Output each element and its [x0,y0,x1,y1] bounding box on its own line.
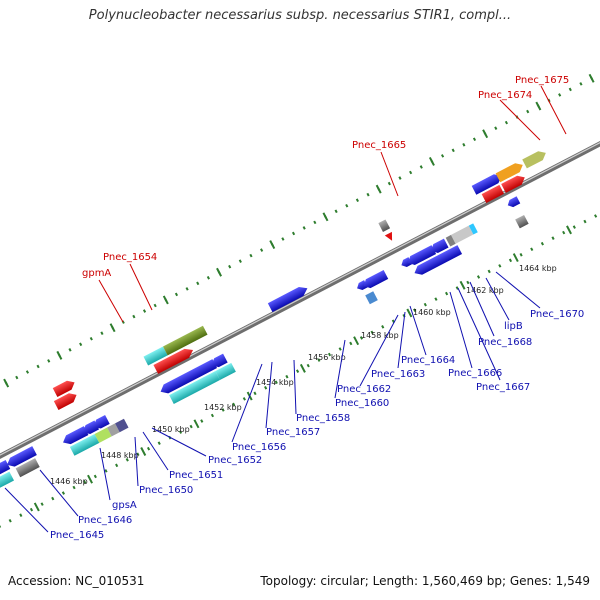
gene-label[interactable]: Pnec_1664 [401,355,455,366]
blue-leaders [4,271,541,533]
gene-label[interactable]: Pnec_1645 [50,530,104,541]
gene-forward[interactable] [53,390,79,410]
gene-label[interactable]: Pnec_1646 [78,515,132,526]
tick-label: 1446 kbp [50,477,88,486]
genome-backbone [0,76,600,524]
gene-pnec1665[interactable] [378,219,391,233]
gene-label[interactable]: Pnec_1668 [478,337,532,348]
genome-map[interactable]: 1446 kbp 1448 kbp 1450 kbp 1452 kbp 1454… [0,0,600,570]
tick-label: 1454 kbp [256,378,294,387]
gene-label[interactable]: Pnec_1652 [208,455,262,466]
gene-forward[interactable] [501,173,527,193]
gene-reverse[interactable] [61,426,89,447]
tick-label: 1450 kbp [152,425,190,434]
gene-pnec1656[interactable] [169,371,220,405]
gene-pnec1668[interactable] [412,245,463,277]
gene-pnec1652[interactable] [115,418,129,433]
gene-label[interactable]: Pnec_1651 [169,470,223,481]
gene-pnec1651[interactable] [107,423,120,437]
gene-pnec1650[interactable] [94,427,112,443]
tick-label: 1462 kbp [466,286,504,295]
tick-label: 1460 kbp [413,308,451,317]
gene-reverse[interactable] [515,214,529,229]
gene-pnec1645[interactable] [0,471,15,494]
labels-above: gpmA Pnec_1654 Pnec_1665 Pnec_1674 Pnec_… [82,75,569,279]
gene-forward[interactable] [522,148,548,169]
gene-label[interactable]: Pnec_1660 [335,398,389,409]
gene-reverse[interactable] [506,196,521,209]
labels-below: Pnec_1645 Pnec_1646 gpsA Pnec_1650 Pnec_… [50,309,584,541]
gene-reverse[interactable] [158,359,218,396]
gene-label[interactable]: Pnec_1670 [530,309,584,320]
map-band [0,19,600,570]
gene-reverse[interactable] [0,460,11,481]
coordinate-ticks: 1446 kbp 1448 kbp 1450 kbp 1452 kbp 1454… [50,264,557,486]
gene-label[interactable]: gpsA [112,500,137,511]
tick-label: 1456 kbp [308,353,346,362]
gene-label[interactable]: Pnec_1658 [296,413,350,424]
genome-summary: Topology: circular; Length: 1,560,469 bp… [260,574,590,588]
red-leaders [98,85,567,323]
gene-reverse[interactable] [406,245,437,267]
gene-label[interactable]: Pnec_1675 [515,75,569,86]
gene-forward[interactable] [267,284,310,313]
gene-label[interactable]: Pnec_1667 [476,382,530,393]
gene-reverse[interactable] [445,234,456,247]
gene-pnec1657[interactable] [215,362,236,381]
gene-label[interactable]: Pnec_1663 [371,369,425,380]
gene-reverse[interactable] [91,414,110,431]
accession-label: Accession: NC_010531 [8,574,145,588]
gene-pnec1662[interactable] [365,291,378,305]
forward-genes[interactable] [48,136,553,422]
gene-reverse[interactable] [429,238,449,256]
gene-gpsA[interactable] [69,433,100,456]
gene-forward[interactable] [153,346,195,374]
gene-reverse[interactable] [451,225,474,244]
tick-label: 1452 kbp [204,403,242,412]
gene-reverse[interactable] [468,223,478,235]
outer-dots-bottom [0,132,600,570]
gene-label[interactable]: lipB [504,321,523,332]
gene-label[interactable]: Pnec_1674 [478,90,532,101]
gene-pnec1646[interactable] [15,458,40,478]
tick-label: 1464 kbp [519,264,557,273]
gene-label[interactable]: Pnec_1657 [266,427,320,438]
gene-forward[interactable] [52,378,77,397]
gene-pnec1674[interactable] [471,172,504,195]
gene-reverse[interactable] [209,353,228,370]
map-title: Polynucleobacter necessarius subsp. nece… [88,8,512,23]
gene-reverse[interactable] [5,446,37,469]
gene-gpmA[interactable] [143,346,168,366]
gene-label[interactable]: Pnec_1650 [139,485,193,496]
gene-label[interactable]: gpmA [82,268,111,279]
gene-forward[interactable] [481,184,505,204]
gene-forward[interactable] [384,231,396,243]
gene-label[interactable]: Pnec_1654 [103,252,157,263]
gene-label[interactable]: Pnec_1666 [448,368,502,379]
gene-pnec1675[interactable] [495,160,525,183]
tick-label: 1448 kbp [101,451,139,460]
tick-label: 1458 kbp [361,331,399,340]
gene-label[interactable]: Pnec_1662 [337,384,391,395]
reverse-genes[interactable] [0,195,530,503]
gene-label[interactable]: Pnec_1665 [352,140,406,151]
gene-pnec1654[interactable] [162,325,208,356]
major-ticks-bottom [0,129,600,570]
gene-label[interactable]: Pnec_1656 [232,442,286,453]
gene-reverse[interactable] [361,270,389,290]
